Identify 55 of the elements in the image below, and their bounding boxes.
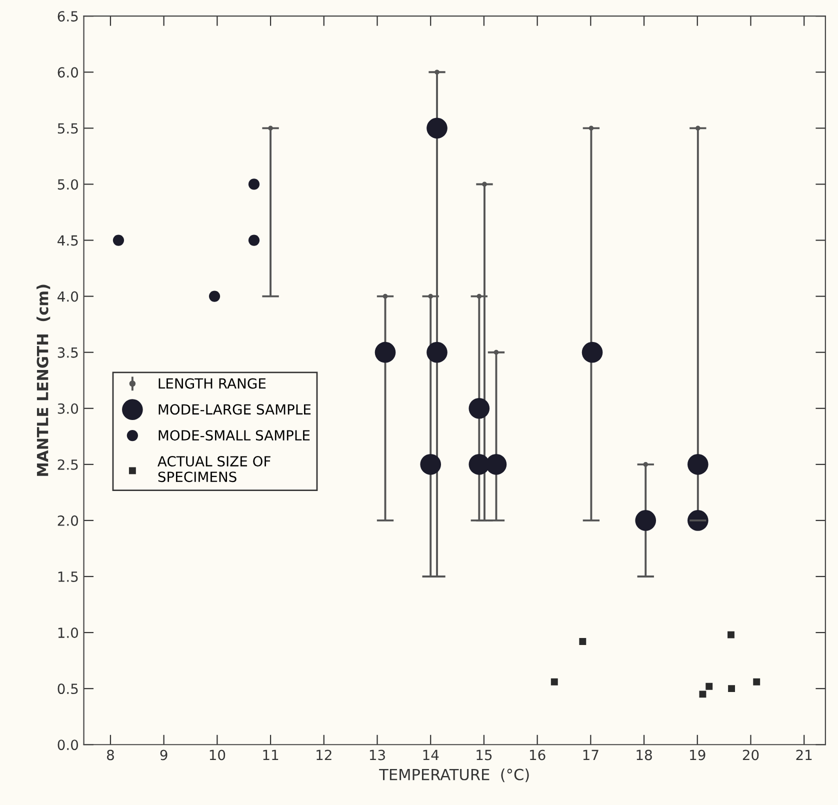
y-tick-label: 4.5 (58, 235, 78, 246)
x-tick-label: 10 (210, 750, 226, 760)
point (426, 342, 448, 363)
legend-label: LENGTH RANGE (158, 378, 266, 389)
point (728, 631, 734, 638)
y-tick-label: 3.5 (58, 347, 78, 358)
y-tick-label: 0.5 (58, 684, 78, 694)
x-axis-title: TEMPERATURE (°C) (379, 768, 529, 782)
x-tick-label: 12 (316, 750, 332, 760)
x-tick-label: 13 (370, 750, 385, 760)
x-tick-label: 9 (160, 750, 168, 760)
point (420, 454, 442, 475)
y-tick-label: 5.0 (58, 179, 78, 190)
point (248, 234, 260, 246)
point (374, 342, 396, 363)
y-tick-label: 0.0 (58, 740, 78, 750)
point (468, 454, 490, 475)
y-axis-title: MANTLE LENGTH (cm) (36, 284, 50, 476)
point (728, 685, 735, 692)
x-tick-label: 21 (796, 750, 812, 760)
point (699, 690, 706, 698)
x-tick-label: 19 (690, 750, 706, 760)
x-tick-label: 11 (263, 750, 278, 760)
legend-label: MODE-SMALL SAMPLE (158, 430, 310, 441)
point (486, 454, 507, 475)
y-tick-label: 3.0 (58, 403, 78, 414)
point (208, 290, 220, 302)
point (550, 678, 558, 686)
point (426, 118, 448, 139)
y-tick-label: 1.0 (58, 628, 78, 638)
x-tick-label: 20 (742, 750, 759, 760)
x-tick-label: 14 (423, 750, 439, 760)
y-tick-label: 5.5 (58, 123, 78, 134)
point (753, 678, 760, 686)
y-tick-label: 4.0 (58, 291, 78, 302)
point (248, 178, 260, 190)
point (112, 234, 124, 246)
point (706, 682, 713, 690)
y-tick-label: 1.5 (58, 572, 78, 582)
y-tick-label: 2.5 (58, 459, 78, 470)
point (687, 454, 708, 475)
x-tick-label: 15 (476, 750, 492, 760)
legend-label: MODE-LARGE SAMPLE (158, 404, 311, 415)
legend-label: ACTUAL SIZE OF SPECIMENS (158, 456, 270, 482)
x-tick-label: 18 (636, 750, 652, 760)
y-tick-label: 2.0 (58, 515, 78, 526)
point (468, 398, 490, 419)
point (579, 638, 586, 645)
y-tick-label: 6.5 (58, 11, 78, 22)
x-tick-label: 16 (530, 750, 546, 760)
x-tick-label: 17 (583, 750, 598, 760)
x-tick-label: 8 (107, 750, 114, 760)
y-tick-label: 6.0 (58, 67, 78, 78)
point (582, 342, 603, 363)
point (635, 510, 656, 531)
